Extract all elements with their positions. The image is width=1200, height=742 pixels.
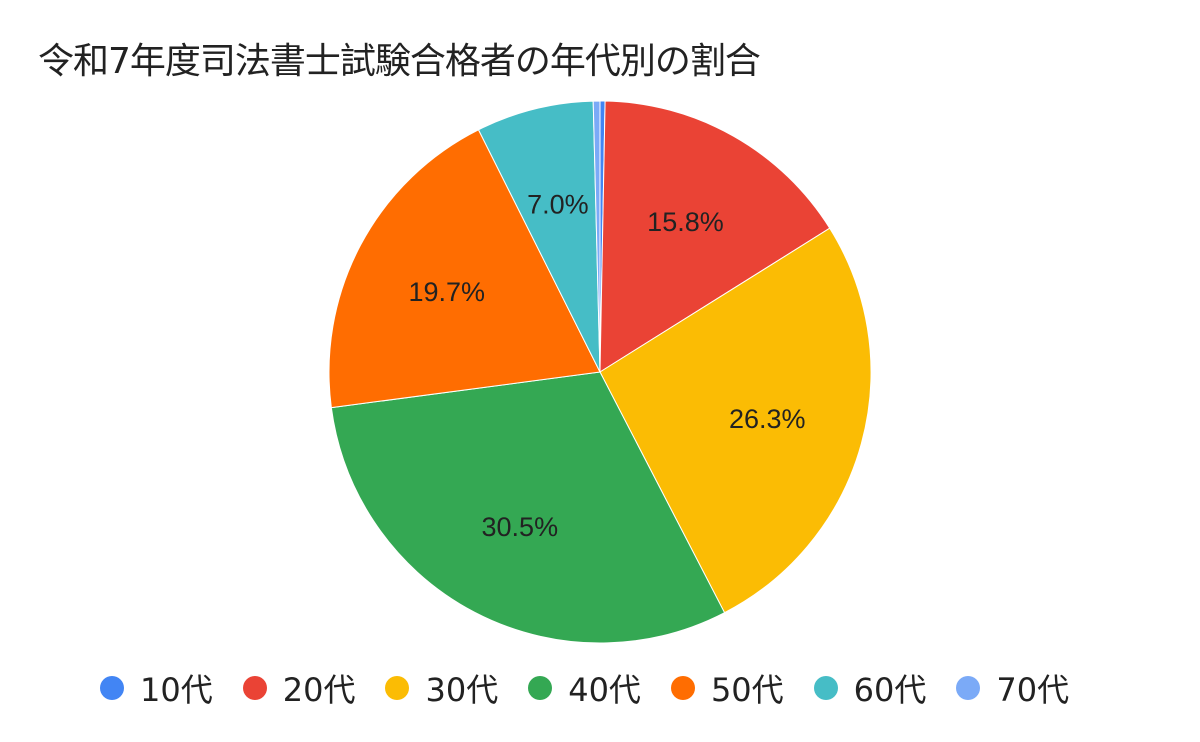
legend-dot-icon (956, 676, 981, 700)
pie-slice-40代[interactable] (330, 371, 726, 644)
legend-label: 30代 (425, 671, 499, 709)
legend-item-50[interactable]: 50代 (670, 665, 784, 711)
legend-dot-icon (242, 676, 267, 700)
legend-label: 20代 (282, 671, 356, 709)
data-label: 15.8% (647, 207, 724, 237)
legend-dot-icon (100, 676, 124, 700)
legend: 10代 20代 30代 40代 50代 60代 70代 (100, 665, 1099, 711)
data-label: 30.5% (482, 512, 559, 542)
legend-label: 70代 (996, 671, 1070, 709)
data-label: 19.7% (408, 277, 485, 307)
pie-slice-60代[interactable] (477, 100, 601, 373)
chart-title: 令和7年度司法書士試験合格者の年代別の割合 (38, 41, 761, 82)
pie-slice-20代[interactable] (599, 100, 831, 373)
legend-item-40[interactable]: 40代 (528, 665, 641, 711)
legend-item-60[interactable]: 60代 (813, 665, 927, 711)
legend-dot-icon (813, 676, 838, 700)
legend-dot-icon (670, 676, 695, 700)
legend-label: 10代 (140, 671, 213, 709)
legend-item-30[interactable]: 30代 (385, 665, 498, 711)
legend-label: 60代 (853, 671, 927, 709)
data-label: 7.0% (527, 190, 589, 220)
legend-dot-icon (528, 676, 553, 700)
legend-item-70[interactable]: 70代 (956, 665, 1069, 711)
pie-slice-50代[interactable] (328, 129, 601, 409)
pie-slice-30代[interactable] (599, 227, 872, 614)
data-label: 26.3% (729, 404, 806, 434)
legend-label: 50代 (710, 671, 784, 709)
legend-label: 40代 (568, 671, 641, 709)
legend-item-10[interactable]: 10代 (100, 665, 213, 711)
legend-item-20[interactable]: 20代 (242, 665, 356, 711)
legend-dot-icon (385, 676, 410, 700)
pie-slice-70代[interactable] (592, 100, 601, 373)
